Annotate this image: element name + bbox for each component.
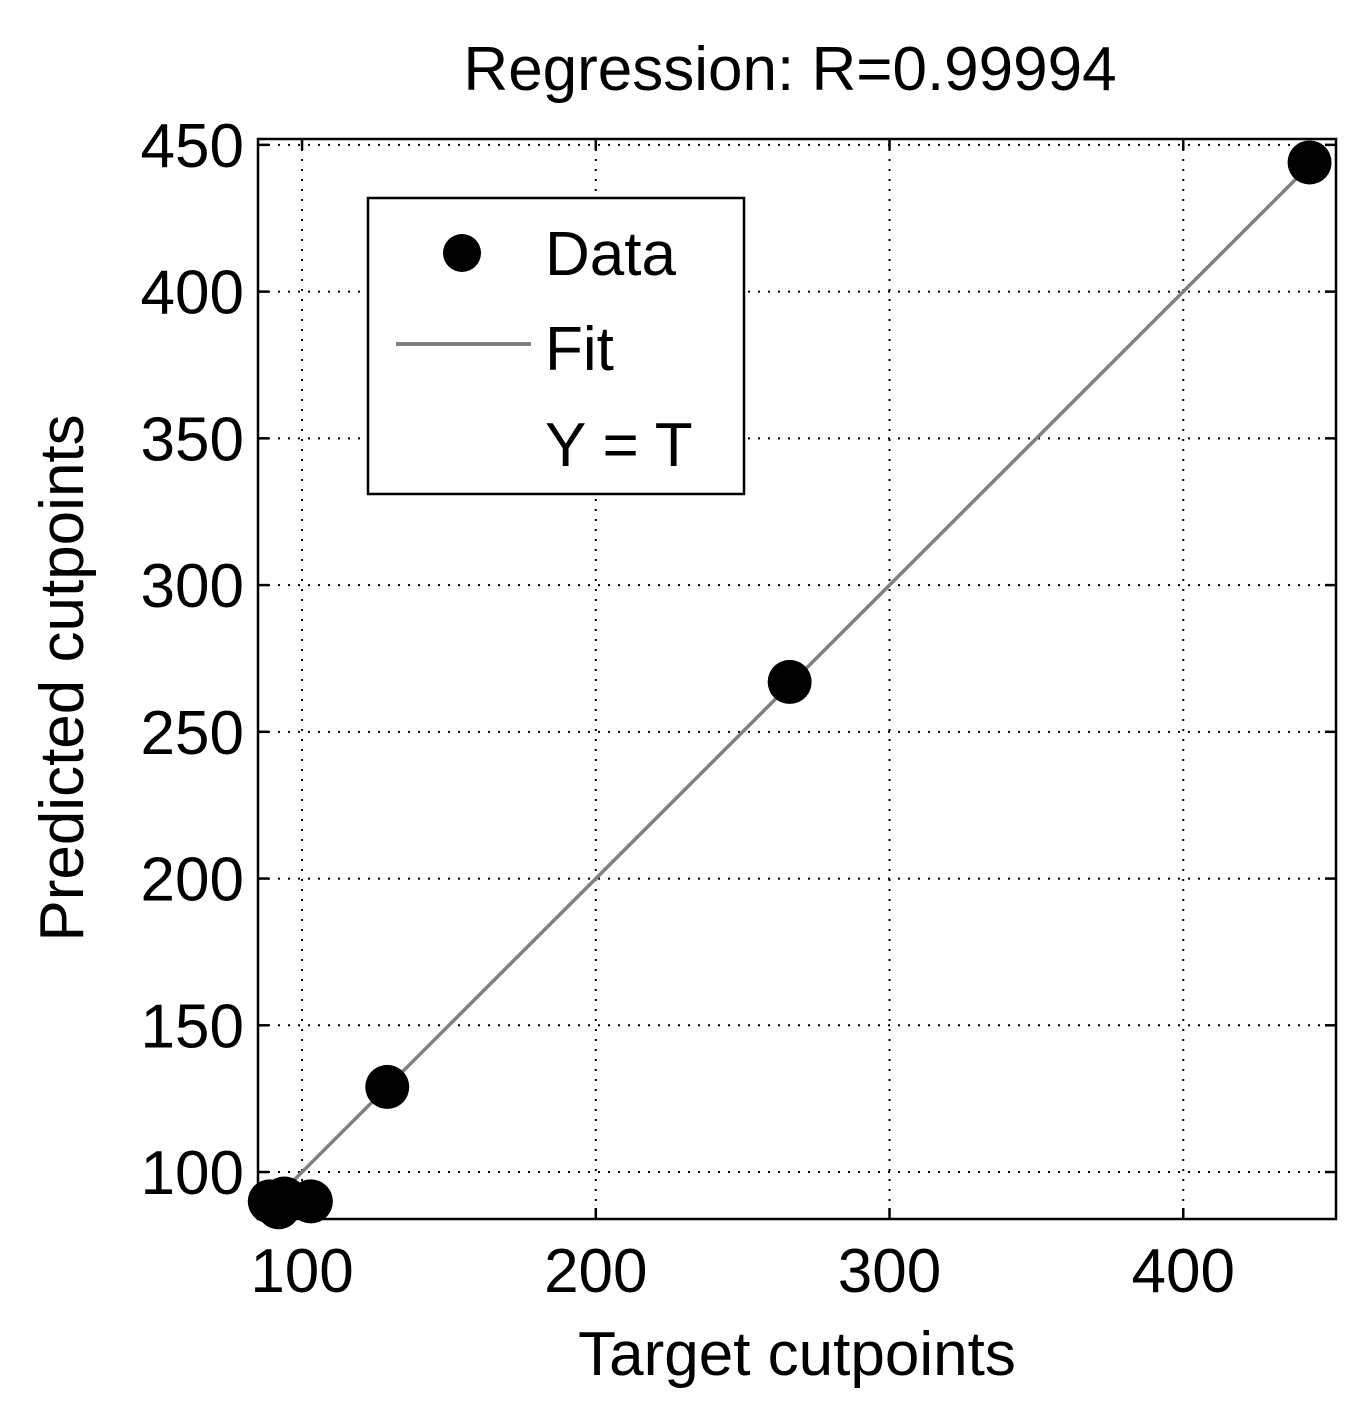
y-tick-label: 450 [141, 112, 244, 181]
data-point [1287, 140, 1332, 185]
legend-data-marker [443, 234, 481, 272]
x-tick-label: 400 [1132, 1237, 1235, 1306]
y-tick-label: 150 [141, 992, 244, 1061]
x-tick-label: 100 [250, 1237, 353, 1306]
chart-title: Regression: R=0.99994 [463, 35, 1116, 104]
plot-frame [256, 137, 1338, 1221]
y-tick-label: 200 [141, 846, 244, 915]
data-point [365, 1064, 410, 1109]
x-tick-label: 300 [838, 1237, 941, 1306]
y-tick-label: 400 [141, 259, 244, 328]
y-axis-label: Predicted cutpoints [28, 414, 97, 941]
data-point [288, 1179, 333, 1224]
legend-label-yt: Y = T [545, 411, 693, 480]
y-tick-label: 350 [141, 405, 244, 474]
y-tick-label: 250 [141, 699, 244, 768]
y-tick-label: 100 [141, 1139, 244, 1208]
legend-label-data: Data [545, 220, 676, 289]
x-tick-label: 200 [544, 1237, 647, 1306]
x-axis-label: Target cutpoints [578, 1320, 1016, 1389]
legend-label-fit: Fit [545, 315, 614, 384]
data-point [767, 659, 812, 704]
y-tick-label: 300 [141, 552, 244, 621]
legend: Data Fit Y = T [366, 196, 746, 496]
